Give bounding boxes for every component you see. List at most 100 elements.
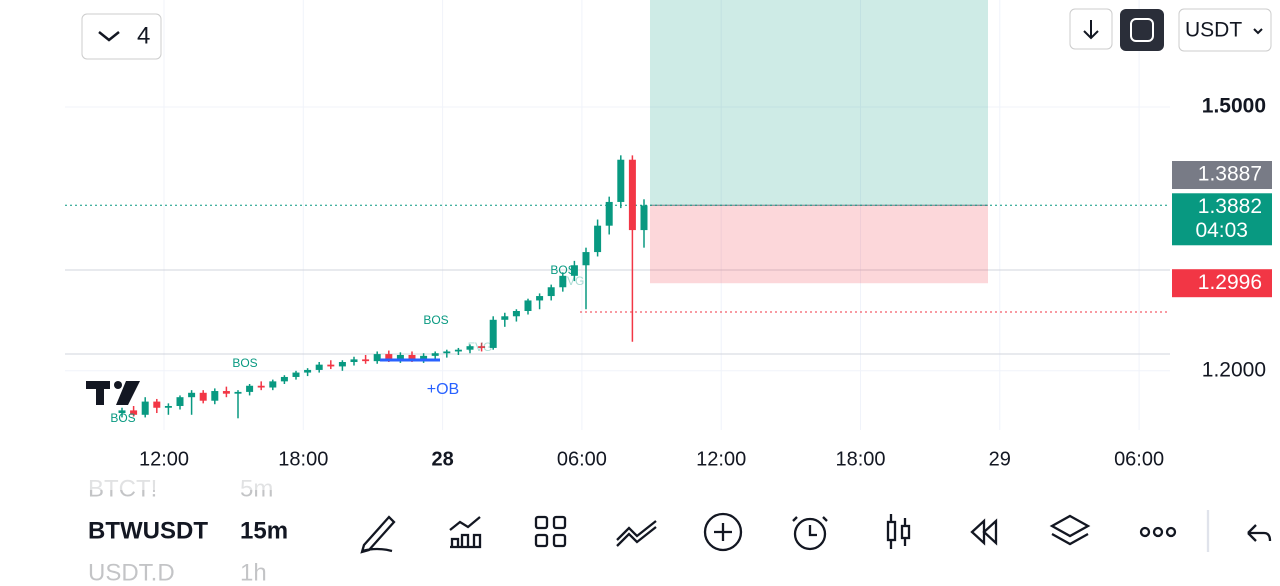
- price-label-box: [1172, 193, 1272, 246]
- fade-mask: [80, 478, 340, 490]
- candle-body: [582, 252, 590, 266]
- candle-body: [362, 359, 370, 362]
- price-label: 1.3887: [1198, 163, 1262, 186]
- symbol-name: USDT.D: [88, 559, 175, 581]
- candle-body: [536, 296, 544, 301]
- price-label-box: [1172, 161, 1272, 189]
- candle-body: [420, 355, 428, 359]
- candle-body: [408, 354, 416, 359]
- annotation: BOS: [232, 356, 257, 370]
- plot: BOS BOS BOS BOS +OB FVG FVG: [65, 0, 1170, 425]
- layout-button[interactable]: [81, 13, 162, 60]
- candle-body: [246, 385, 254, 392]
- candle-body: [269, 381, 277, 388]
- annotation: FVG: [468, 340, 493, 354]
- currency-button[interactable]: [1178, 8, 1272, 52]
- undo-icon[interactable]: [1247, 524, 1272, 542]
- candle-body: [396, 354, 404, 360]
- candle-body: [443, 351, 451, 354]
- symbol-interval: 1h: [240, 559, 267, 581]
- annotation: BOS: [550, 263, 575, 277]
- x-tick-label: 18:00: [835, 448, 885, 470]
- x-tick-label: 06:00: [557, 448, 607, 470]
- draw-icon[interactable]: [360, 515, 396, 554]
- x-tick-label: 06:00: [1114, 448, 1164, 470]
- candle-body: [350, 359, 358, 363]
- stop-zone: [650, 205, 988, 284]
- layouts-icon[interactable]: [534, 515, 567, 548]
- candle-body: [466, 346, 474, 350]
- candle-body: [547, 287, 555, 297]
- layout-count: 4: [137, 22, 150, 49]
- candle-body: [234, 391, 242, 394]
- candle-body: [594, 225, 602, 253]
- y-tick-label: 1.5000: [1202, 94, 1266, 117]
- annotation: FVG: [560, 274, 585, 288]
- countdown: 04:03: [1195, 219, 1248, 242]
- candle-body: [176, 397, 184, 406]
- candle-body: [338, 362, 346, 367]
- candle-body: [478, 346, 486, 348]
- grid: [65, 0, 1170, 430]
- annotation: +OB: [427, 381, 459, 398]
- x-tick-label: 29: [989, 448, 1011, 470]
- symbol-interval: 15m: [240, 517, 288, 544]
- candle-body: [130, 410, 138, 415]
- alert-icon[interactable]: [792, 516, 828, 551]
- candle-body: [489, 319, 497, 348]
- arrow-icon: [1083, 20, 1099, 40]
- candle-body: [315, 364, 323, 370]
- chevron-icon: [98, 31, 120, 42]
- fullscreen-icon: [1130, 18, 1154, 42]
- candle-body: [617, 159, 625, 202]
- x-tick-label: 28: [431, 448, 453, 470]
- y-tick-label: 1.2000: [1202, 358, 1266, 381]
- annotation: BOS: [423, 313, 448, 327]
- candle-body: [164, 405, 172, 408]
- logo: [86, 381, 140, 405]
- candle-body: [118, 410, 126, 414]
- add-icon[interactable]: [703, 512, 743, 552]
- toolbar: [360, 510, 1272, 554]
- price-label: 1.2996: [1198, 271, 1262, 294]
- fullscreen-button[interactable]: [1120, 9, 1164, 51]
- candle-body: [640, 205, 648, 231]
- candle-body: [385, 354, 393, 360]
- candle-body: [304, 369, 312, 373]
- layers-icon[interactable]: [1049, 514, 1091, 546]
- candle-body: [199, 392, 207, 401]
- x-tick-label: 18:00: [278, 448, 328, 470]
- price-label-box: [1172, 269, 1272, 298]
- candle-body: [257, 385, 265, 388]
- candle-body: [524, 300, 532, 312]
- candle-body: [431, 353, 439, 356]
- candle-body: [153, 401, 161, 408]
- candle-body: [211, 391, 219, 401]
- bar-style-icon[interactable]: [886, 514, 911, 549]
- annotation: BOS: [110, 411, 135, 425]
- chevron-icon: [1253, 28, 1263, 35]
- compare-icon[interactable]: [616, 520, 657, 547]
- x-tick-label: 12:00: [696, 448, 746, 470]
- candle-body: [222, 391, 230, 394]
- x-tick-label: 12:00: [139, 448, 189, 470]
- candle-body: [292, 372, 300, 377]
- indicators-icon[interactable]: [449, 516, 482, 549]
- candle-body: [628, 159, 636, 231]
- target-zone: [650, 0, 988, 206]
- candle-body: [501, 316, 509, 320]
- more-icon[interactable]: [1139, 526, 1177, 538]
- symbol-name: BTWUSDT: [88, 517, 208, 544]
- candle-body: [373, 354, 381, 362]
- candle-body: [327, 364, 335, 367]
- replay-icon[interactable]: [970, 518, 998, 546]
- candle-body: [605, 201, 613, 226]
- currency: USDT: [1185, 19, 1242, 42]
- candle-body: [280, 376, 288, 382]
- candle-body: [512, 311, 520, 317]
- candle-body: [454, 349, 462, 352]
- candle-body: [188, 392, 196, 398]
- candle-body: [559, 275, 567, 288]
